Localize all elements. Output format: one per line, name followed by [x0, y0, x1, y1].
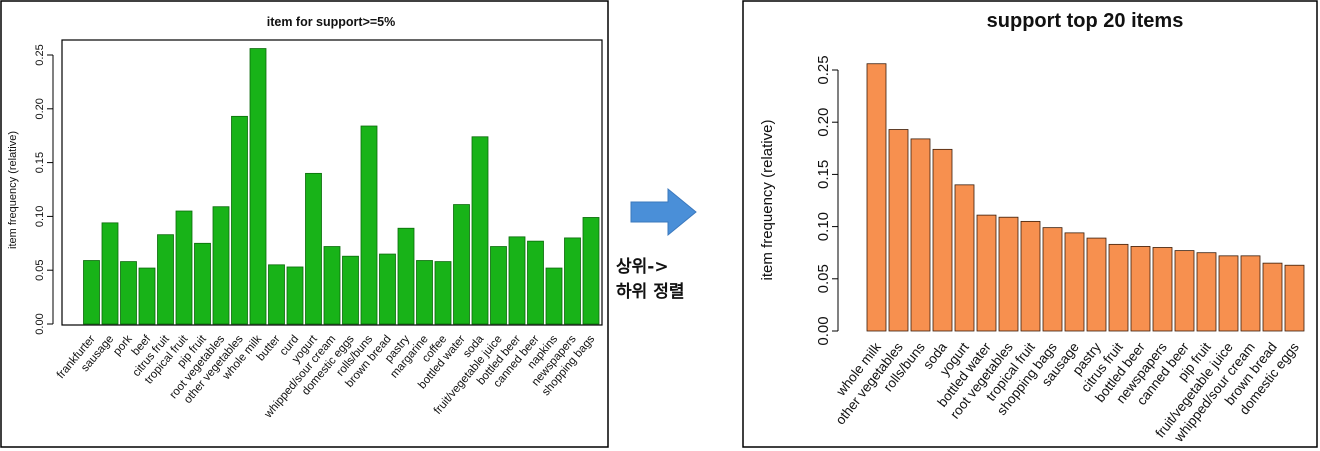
right-bar [1174, 250, 1195, 332]
left-bar [212, 206, 230, 325]
left-y-tick-label: 0.00 [34, 313, 46, 334]
left-bar [342, 255, 359, 325]
right-y-tick-label: 0.05 [815, 264, 832, 293]
left-y-tick-label: 0.15 [34, 152, 46, 173]
right-bar [1196, 252, 1217, 332]
left-bar [564, 237, 581, 325]
left-bar [83, 260, 100, 325]
right-bar [976, 214, 997, 332]
right-y-tick-label: 0.15 [815, 160, 832, 189]
right-bar [1064, 232, 1085, 332]
left-bar [231, 115, 248, 325]
sort-caption: 상위-> 하위 정렬 [616, 255, 726, 305]
left-plot-frame [61, 39, 603, 326]
right-bar [866, 63, 887, 332]
right-bar [1240, 255, 1261, 332]
left-bar [379, 253, 396, 325]
right-y-axis: 0.00 0.05 0.10 0.15 0.20 0.25 [815, 55, 839, 346]
left-bar [453, 204, 470, 325]
left-chart: item for support>=5% item frequency (rel… [0, 0, 609, 448]
left-y-axis: 0.00 0.05 0.10 0.15 0.20 0.25 [34, 44, 54, 335]
right-bar [1152, 247, 1173, 332]
right-bar [1130, 246, 1151, 332]
right-y-tick-label: 0.25 [815, 55, 832, 84]
right-bar [954, 184, 975, 332]
right-chart: support top 20 items item frequency (rel… [742, 0, 1318, 448]
right-bar [1042, 227, 1063, 332]
left-bar [434, 261, 452, 325]
right-bar [998, 216, 1019, 332]
right-arrow-icon [630, 187, 697, 237]
left-bar [582, 217, 600, 325]
left-bar [360, 125, 378, 325]
right-y-axis-label: item frequency (relative) [759, 120, 776, 281]
left-y-tick-label: 0.10 [34, 206, 46, 227]
right-y-tick-label: 0.10 [815, 212, 832, 241]
left-x-tick-label: pork [111, 333, 135, 358]
right-bar [1020, 220, 1041, 332]
right-bar [1108, 243, 1129, 332]
left-bar [101, 222, 119, 325]
left-bar [397, 227, 415, 325]
left-bar [194, 242, 211, 325]
right-chart-title: support top 20 items [987, 10, 1184, 32]
sort-caption-line2: 하위 정렬 [616, 282, 685, 302]
right-bars [866, 63, 1305, 332]
left-panel-frame [0, 0, 609, 448]
right-bar [910, 138, 931, 332]
right-bar [1262, 262, 1283, 332]
left-bar [323, 246, 341, 325]
right-bar [1086, 237, 1107, 332]
right-bar [888, 129, 909, 332]
left-y-axis-label: item frequency (relative) [7, 131, 19, 249]
left-bar [175, 210, 193, 325]
left-bar [120, 261, 137, 325]
left-bar [545, 267, 563, 325]
left-y-tick-label: 0.05 [34, 259, 46, 280]
left-bar [305, 172, 322, 325]
left-bars [83, 48, 600, 325]
right-bar [1284, 264, 1305, 332]
left-bar [471, 136, 489, 325]
right-panel-frame [742, 0, 1318, 448]
left-bar [138, 267, 156, 325]
right-y-tick-label: 0.20 [815, 108, 832, 137]
left-bar [416, 260, 433, 325]
left-bar [286, 266, 304, 325]
left-bar [268, 264, 285, 325]
right-bar [932, 148, 953, 332]
left-bar [157, 234, 174, 325]
left-chart-title: item for support>=5% [267, 15, 396, 29]
left-bar [249, 48, 267, 325]
right-bar [1218, 255, 1239, 332]
left-bar [527, 240, 544, 325]
left-bar [508, 236, 526, 325]
sort-caption-line1: 상위-> [616, 257, 669, 277]
left-y-tick-label: 0.20 [34, 98, 46, 119]
left-bar [490, 246, 507, 325]
left-y-tick-label: 0.25 [34, 44, 46, 65]
right-y-tick-label: 0.00 [815, 316, 832, 345]
